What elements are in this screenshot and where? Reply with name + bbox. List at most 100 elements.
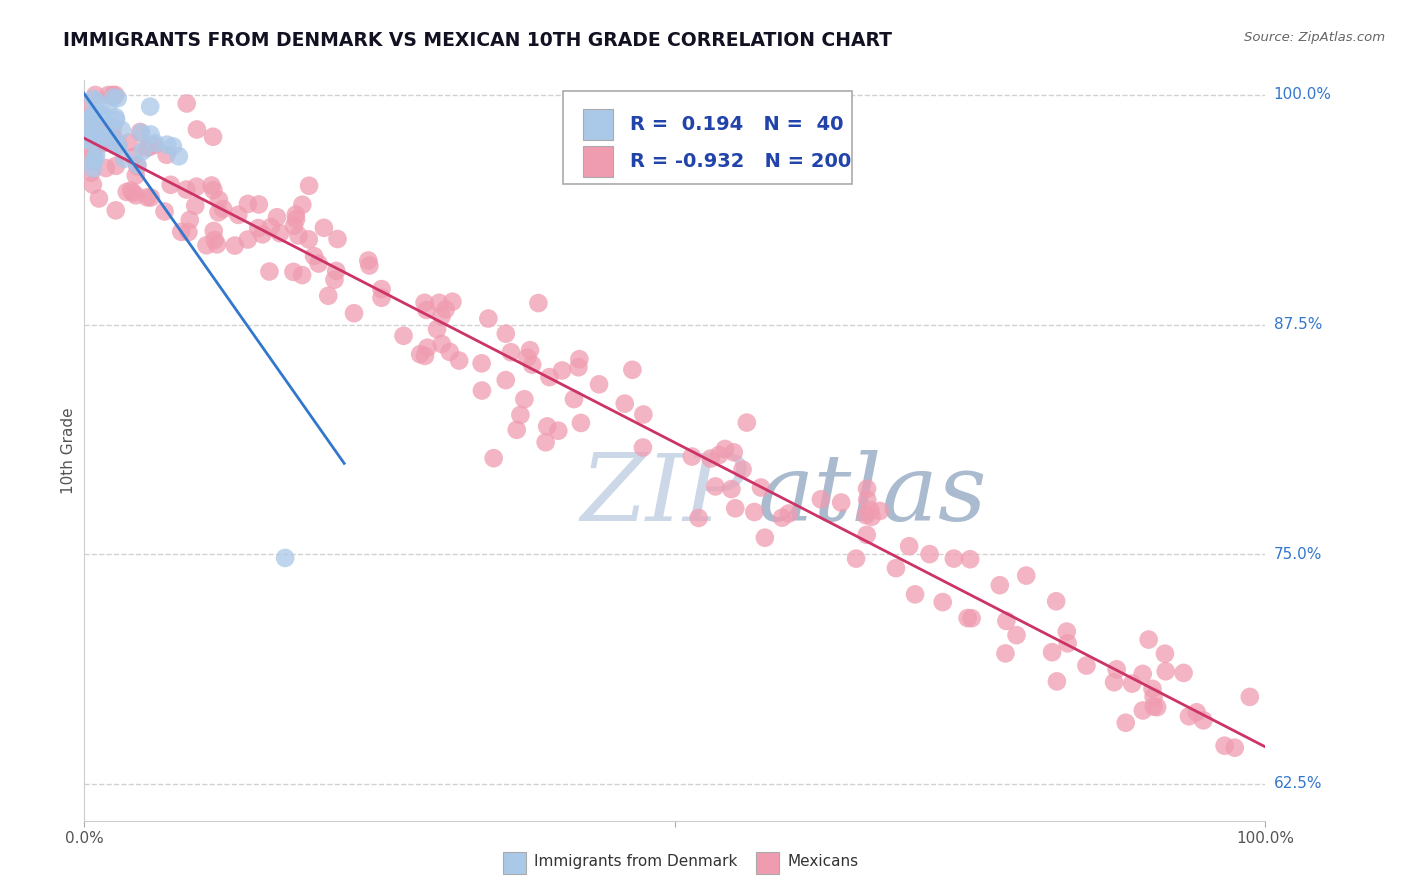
Point bbox=[84, 95, 107, 109]
Point bbox=[995, 614, 1018, 628]
Point bbox=[75, 150, 97, 164]
Point bbox=[83, 146, 105, 161]
Point bbox=[956, 611, 979, 625]
Point bbox=[120, 184, 142, 198]
Point bbox=[186, 122, 208, 136]
Point bbox=[1045, 594, 1067, 608]
Point bbox=[707, 448, 730, 462]
Point bbox=[1143, 699, 1166, 714]
Point bbox=[291, 268, 314, 282]
Text: atlas: atlas bbox=[758, 450, 987, 540]
Point bbox=[302, 249, 325, 263]
Point bbox=[266, 211, 288, 225]
Point bbox=[633, 408, 655, 422]
Point bbox=[208, 193, 231, 207]
Point bbox=[212, 202, 235, 216]
Point bbox=[91, 107, 114, 121]
Point bbox=[744, 505, 766, 519]
Point bbox=[856, 492, 879, 507]
Point bbox=[204, 233, 226, 247]
Point bbox=[82, 92, 104, 106]
Point bbox=[285, 212, 308, 227]
Point bbox=[720, 482, 742, 496]
Point bbox=[770, 510, 793, 524]
Point bbox=[1056, 636, 1078, 650]
Point bbox=[959, 552, 981, 566]
Point bbox=[513, 392, 536, 407]
Point bbox=[153, 204, 176, 219]
Point bbox=[830, 495, 852, 509]
Point bbox=[122, 150, 145, 164]
Point bbox=[551, 363, 574, 377]
Y-axis label: 10th Grade: 10th Grade bbox=[60, 407, 76, 494]
Point bbox=[308, 256, 330, 270]
Point bbox=[186, 179, 208, 194]
Point bbox=[97, 118, 120, 132]
Point bbox=[325, 264, 347, 278]
Point bbox=[247, 221, 270, 235]
Point bbox=[1142, 681, 1164, 696]
Point bbox=[83, 123, 105, 137]
Point bbox=[855, 508, 877, 523]
Point bbox=[90, 109, 112, 123]
Point bbox=[247, 197, 270, 211]
Text: R =  0.194   N =  40: R = 0.194 N = 40 bbox=[630, 115, 844, 135]
Point bbox=[82, 161, 104, 176]
Point bbox=[139, 128, 162, 142]
Point bbox=[357, 253, 380, 268]
Point bbox=[855, 528, 877, 542]
Point bbox=[499, 345, 522, 359]
Point bbox=[97, 130, 120, 145]
Point bbox=[960, 611, 983, 625]
Point bbox=[1056, 624, 1078, 639]
Point bbox=[104, 87, 127, 102]
Text: Mexicans: Mexicans bbox=[787, 855, 859, 869]
Point bbox=[430, 337, 453, 351]
Point bbox=[139, 190, 162, 204]
Point bbox=[226, 208, 249, 222]
Point bbox=[176, 182, 198, 196]
Point bbox=[105, 138, 128, 153]
Point bbox=[731, 462, 754, 476]
Point bbox=[482, 451, 505, 466]
Point bbox=[112, 152, 135, 166]
Point bbox=[118, 136, 141, 150]
Point bbox=[127, 159, 149, 173]
Point bbox=[1046, 674, 1069, 689]
Point bbox=[704, 479, 727, 493]
Point bbox=[259, 264, 281, 278]
Point bbox=[1132, 666, 1154, 681]
Point bbox=[845, 551, 868, 566]
Point bbox=[107, 138, 129, 153]
Point bbox=[1121, 676, 1143, 690]
Point bbox=[536, 419, 558, 434]
Point bbox=[477, 311, 499, 326]
Point bbox=[143, 138, 166, 153]
Point bbox=[91, 131, 114, 145]
Point bbox=[84, 152, 107, 166]
Point bbox=[80, 127, 103, 141]
Point bbox=[82, 112, 104, 126]
Point bbox=[430, 310, 453, 324]
Point bbox=[994, 647, 1017, 661]
Point bbox=[588, 377, 610, 392]
Text: ZIP: ZIP bbox=[581, 450, 747, 540]
Point bbox=[122, 186, 145, 200]
Point bbox=[699, 451, 721, 466]
Point bbox=[471, 356, 494, 370]
Point bbox=[471, 384, 494, 398]
Point bbox=[82, 109, 104, 123]
Point bbox=[810, 492, 832, 507]
Point bbox=[1185, 706, 1208, 720]
Point bbox=[103, 130, 125, 145]
Point bbox=[202, 224, 225, 238]
Point bbox=[111, 123, 134, 137]
Point bbox=[101, 87, 124, 102]
Point bbox=[859, 503, 882, 517]
Point bbox=[202, 183, 225, 197]
Point bbox=[323, 273, 346, 287]
Point bbox=[519, 343, 541, 358]
Point bbox=[76, 97, 98, 112]
Point bbox=[97, 87, 120, 102]
Point bbox=[416, 341, 439, 355]
